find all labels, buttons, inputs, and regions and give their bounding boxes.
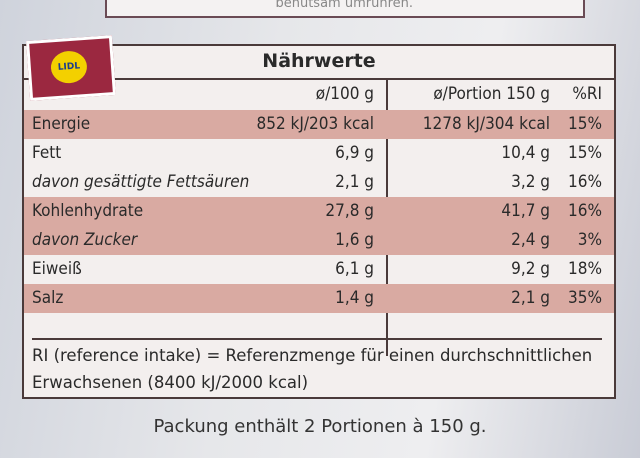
- table-row: Fett 6,9 g 10,4 g 15%: [24, 139, 614, 168]
- table-cell: Kohlenhydrate: [32, 201, 144, 221]
- table-cell: 1,6 g: [335, 230, 374, 250]
- table-cell: 27,8 g: [325, 201, 374, 221]
- table-cell: Fett: [32, 143, 62, 163]
- table-cell: 10,4 g: [501, 143, 550, 163]
- table-cell: 9,2 g: [511, 259, 550, 279]
- table-row: Salz 1,4 g 2,1 g 35%: [24, 284, 614, 313]
- table-cell: davon gesättigte Fettsäuren: [32, 172, 250, 192]
- table-cell: 3%: [577, 230, 602, 250]
- table-cell: 2,1 g: [511, 288, 550, 308]
- table-cell: 3,2 g: [511, 172, 550, 192]
- table-cell: 1278 kJ/304 kcal: [422, 114, 550, 134]
- table-cell: 15%: [568, 114, 602, 134]
- header-cell: ø/Portion 150 g: [433, 84, 550, 104]
- table-cell: 18%: [568, 259, 602, 279]
- header-row: ø/100 g ø/Portion 150 g %RI: [24, 80, 614, 109]
- table-row: davon Zucker 1,6 g 2,4 g 3%: [24, 226, 614, 255]
- footnote: RI (reference intake) = Referenzmenge fü…: [32, 338, 602, 396]
- table-row: davon gesättigte Fettsäuren 2,1 g 3,2 g 16%: [24, 168, 614, 197]
- table-cell: 6,1 g: [335, 259, 374, 279]
- table-cell: 2,4 g: [511, 230, 550, 250]
- table-cell: 35%: [568, 288, 602, 308]
- table-cell: davon Zucker: [32, 230, 138, 250]
- table-row: Energie 852 kJ/203 kcal 1278 kJ/304 kcal 15…: [24, 110, 614, 139]
- logo-text: LIDL: [49, 49, 89, 85]
- top-text: benutsam umrühren.: [105, 0, 585, 18]
- header-cell: ø/100 g: [315, 84, 374, 104]
- table-cell: 6,9 g: [335, 143, 374, 163]
- table-row: Eiweiß 6,1 g 9,2 g 18%: [24, 255, 614, 284]
- table-cell: Eiweiß: [32, 259, 82, 279]
- table-cell: 2,1 g: [335, 172, 374, 192]
- footer: Packung enthält 2 Portionen à 150 g.: [153, 416, 487, 437]
- table-cell: 16%: [568, 172, 602, 192]
- table-cell: 41,7 g: [501, 201, 550, 221]
- table-cell: 852 kJ/203 kcal: [256, 114, 375, 134]
- table-row: Kohlenhydrate 27,8 g 41,7 g 16%: [24, 197, 614, 226]
- logo: LIDL: [26, 35, 116, 101]
- table-cell: Salz: [32, 288, 64, 308]
- table-cell: Energie: [32, 114, 91, 134]
- table-cell: 15%: [568, 143, 602, 163]
- header-cell: %RI: [572, 84, 602, 104]
- table-cell: 16%: [568, 201, 602, 221]
- table-cell: 1,4 g: [335, 288, 374, 308]
- table-title: Nährwerte: [24, 46, 614, 80]
- nutrition-table: Nährwerte ø/100 g ø/Portion 150 g %RI Energ…: [22, 44, 616, 399]
